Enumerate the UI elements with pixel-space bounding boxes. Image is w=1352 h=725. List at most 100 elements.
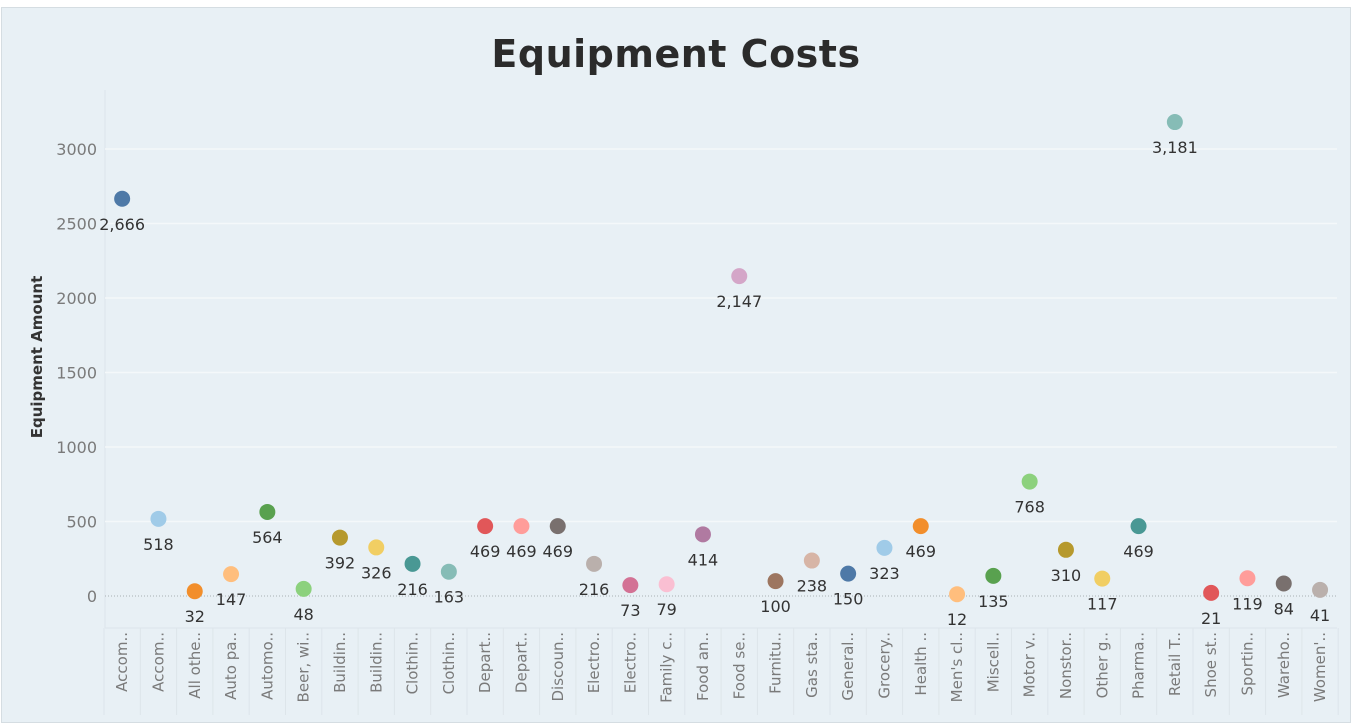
data-label: 768 — [1014, 498, 1045, 517]
data-label: 21 — [1201, 609, 1221, 628]
data-point — [440, 563, 457, 580]
data-label: 32 — [185, 607, 205, 626]
data-label: 2,666 — [99, 215, 145, 234]
data-label: 469 — [905, 542, 936, 561]
data-point — [840, 565, 857, 582]
data-point — [549, 518, 566, 535]
x-tick-label: Buildin.. — [331, 632, 349, 693]
data-point — [513, 518, 530, 535]
data-point — [331, 529, 348, 546]
data-label: 135 — [978, 592, 1009, 611]
y-tick-label: 500 — [66, 513, 97, 532]
data-point — [1021, 473, 1038, 490]
x-tick-label: Miscell.. — [984, 632, 1002, 692]
x-tick-label: Buildin.. — [367, 632, 385, 693]
data-point — [949, 586, 966, 603]
x-tick-label: Family c.. — [658, 632, 676, 703]
data-label: 48 — [293, 605, 313, 624]
x-tick-label: Discoun.. — [549, 632, 567, 702]
data-point — [731, 268, 748, 285]
data-label: 216 — [579, 580, 610, 599]
x-tick-label: Clothin.. — [404, 632, 422, 694]
data-point — [1312, 581, 1329, 598]
data-label: 41 — [1310, 606, 1330, 625]
data-label: 518 — [143, 535, 174, 554]
data-point — [912, 518, 929, 535]
data-point — [259, 503, 276, 520]
data-label: 310 — [1051, 566, 1082, 585]
data-point — [150, 510, 167, 527]
data-label: 2,147 — [716, 292, 762, 311]
data-label: 117 — [1087, 595, 1118, 614]
y-tick-label: 1500 — [56, 364, 97, 383]
chart-frame — [1, 7, 1351, 723]
x-tick-label: Other g.. — [1093, 632, 1111, 698]
data-label: 3,181 — [1152, 138, 1198, 157]
data-label: 73 — [620, 601, 640, 620]
data-label: 469 — [542, 542, 573, 561]
data-label: 323 — [869, 564, 900, 583]
data-label: 564 — [252, 528, 283, 547]
x-tick-label: Electro.. — [621, 632, 639, 693]
data-point — [223, 566, 240, 583]
x-tick-label: Gas sta.. — [803, 632, 821, 698]
x-tick-label: Retail T.. — [1166, 632, 1184, 696]
data-point — [1094, 570, 1111, 587]
x-tick-label: Sportin.. — [1238, 632, 1256, 695]
x-tick-label: Nonstor.. — [1057, 632, 1075, 699]
x-tick-label: All othe.. — [186, 632, 204, 699]
data-point — [1130, 518, 1147, 535]
data-point — [1275, 575, 1292, 592]
x-tick-label: Women'.. — [1311, 632, 1329, 702]
data-point — [1057, 541, 1074, 558]
data-point — [658, 576, 675, 593]
x-tick-label: Electro.. — [585, 632, 603, 693]
data-label: 147 — [216, 590, 247, 609]
data-label: 414 — [688, 550, 719, 569]
x-tick-label: Clothin.. — [440, 632, 458, 694]
x-tick-label: Health .. — [912, 632, 930, 696]
data-label: 84 — [1274, 599, 1294, 618]
x-tick-label: Food se.. — [730, 632, 748, 699]
data-label: 100 — [760, 597, 791, 616]
data-point — [694, 526, 711, 543]
data-point — [404, 555, 421, 572]
x-tick-label: Motor v.. — [1021, 632, 1039, 697]
y-tick-label: 0 — [87, 587, 97, 606]
x-tick-label: Accom.. — [149, 632, 167, 692]
data-point — [1166, 114, 1183, 131]
data-point — [767, 573, 784, 590]
y-tick-label: 3000 — [56, 140, 97, 159]
data-label: 119 — [1232, 594, 1263, 613]
data-label: 216 — [397, 580, 428, 599]
x-tick-label: Auto pa.. — [222, 632, 240, 700]
chart-title: Equipment Costs — [491, 32, 861, 76]
y-axis-title: Equipment Amount — [28, 276, 46, 439]
data-point — [622, 577, 639, 594]
y-tick-label: 2000 — [56, 289, 97, 308]
data-point — [1203, 584, 1220, 601]
x-tick-label: Pharma.. — [1130, 632, 1148, 699]
data-point — [186, 583, 203, 600]
x-tick-label: Shoe st.. — [1202, 632, 1220, 697]
x-tick-label: Men's cl.. — [948, 632, 966, 702]
data-point — [876, 539, 893, 556]
data-point — [295, 580, 312, 597]
data-point — [586, 555, 603, 572]
x-tick-label: General.. — [839, 632, 857, 701]
y-tick-label: 2500 — [56, 215, 97, 234]
x-tick-label: Grocery.. — [875, 632, 893, 699]
data-point — [1239, 570, 1256, 587]
data-label: 12 — [947, 610, 967, 629]
data-label: 79 — [656, 600, 676, 619]
data-point — [114, 190, 131, 207]
x-tick-label: Automo.. — [258, 632, 276, 700]
data-label: 469 — [1123, 542, 1154, 561]
data-label: 469 — [470, 542, 501, 561]
data-point — [477, 518, 494, 535]
data-label: 150 — [833, 590, 864, 609]
x-tick-label: Furnitu.. — [767, 632, 785, 694]
data-point — [803, 552, 820, 569]
x-tick-label: Depart.. — [512, 632, 530, 693]
